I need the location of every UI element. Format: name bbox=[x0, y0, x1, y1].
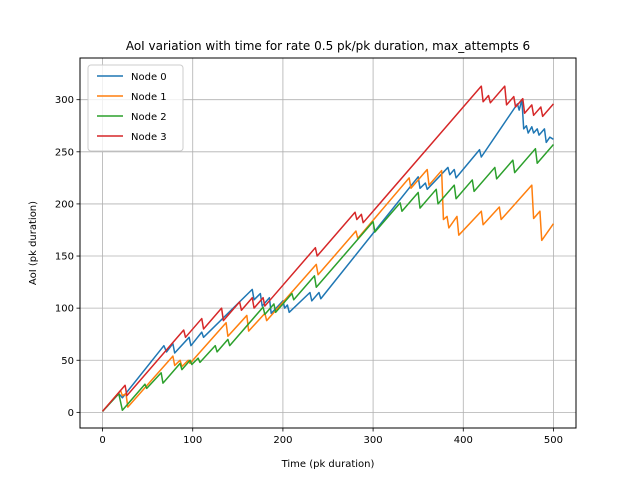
y-axis-label: AoI (pk duration) bbox=[28, 201, 39, 285]
x-tick-label: 400 bbox=[454, 435, 473, 446]
legend-box bbox=[87, 64, 184, 152]
series-line-node-0 bbox=[101, 98, 554, 412]
x-tick-label: 0 bbox=[99, 435, 105, 446]
series-layer bbox=[101, 85, 555, 412]
series-line-node-1 bbox=[101, 168, 555, 412]
legend-label-node-0: Node 0 bbox=[131, 72, 167, 83]
y-tick-label: 300 bbox=[55, 95, 74, 106]
y-tick-label: 250 bbox=[55, 147, 74, 158]
y-tick-label: 150 bbox=[55, 252, 74, 263]
x-tick-label: 500 bbox=[544, 435, 563, 446]
series-line-node-2 bbox=[101, 144, 555, 412]
y-tick-label: 50 bbox=[61, 356, 74, 367]
legend: Node 0 Node 1 Node 2 Node 3 bbox=[87, 64, 184, 152]
chart-title: AoI variation with time for rate 0.5 pk/… bbox=[126, 39, 530, 53]
grid bbox=[80, 58, 576, 428]
y-axis: 0 50 100 150 200 250 300 bbox=[55, 95, 80, 419]
legend-label-node-1: Node 1 bbox=[131, 92, 167, 103]
y-tick-label: 0 bbox=[68, 408, 74, 419]
series-line-node-3 bbox=[101, 85, 555, 412]
y-tick-label: 100 bbox=[55, 304, 74, 315]
x-axis: 0 100 200 300 400 500 bbox=[99, 428, 563, 446]
legend-label-node-2: Node 2 bbox=[131, 112, 167, 123]
plot-frame bbox=[79, 57, 577, 429]
x-tick-label: 100 bbox=[183, 435, 202, 446]
y-tick-label: 200 bbox=[55, 199, 74, 210]
x-tick-label: 300 bbox=[364, 435, 383, 446]
x-tick-label: 200 bbox=[273, 435, 292, 446]
x-axis-label: Time (pk duration) bbox=[281, 459, 375, 470]
legend-label-node-3: Node 3 bbox=[131, 132, 167, 143]
